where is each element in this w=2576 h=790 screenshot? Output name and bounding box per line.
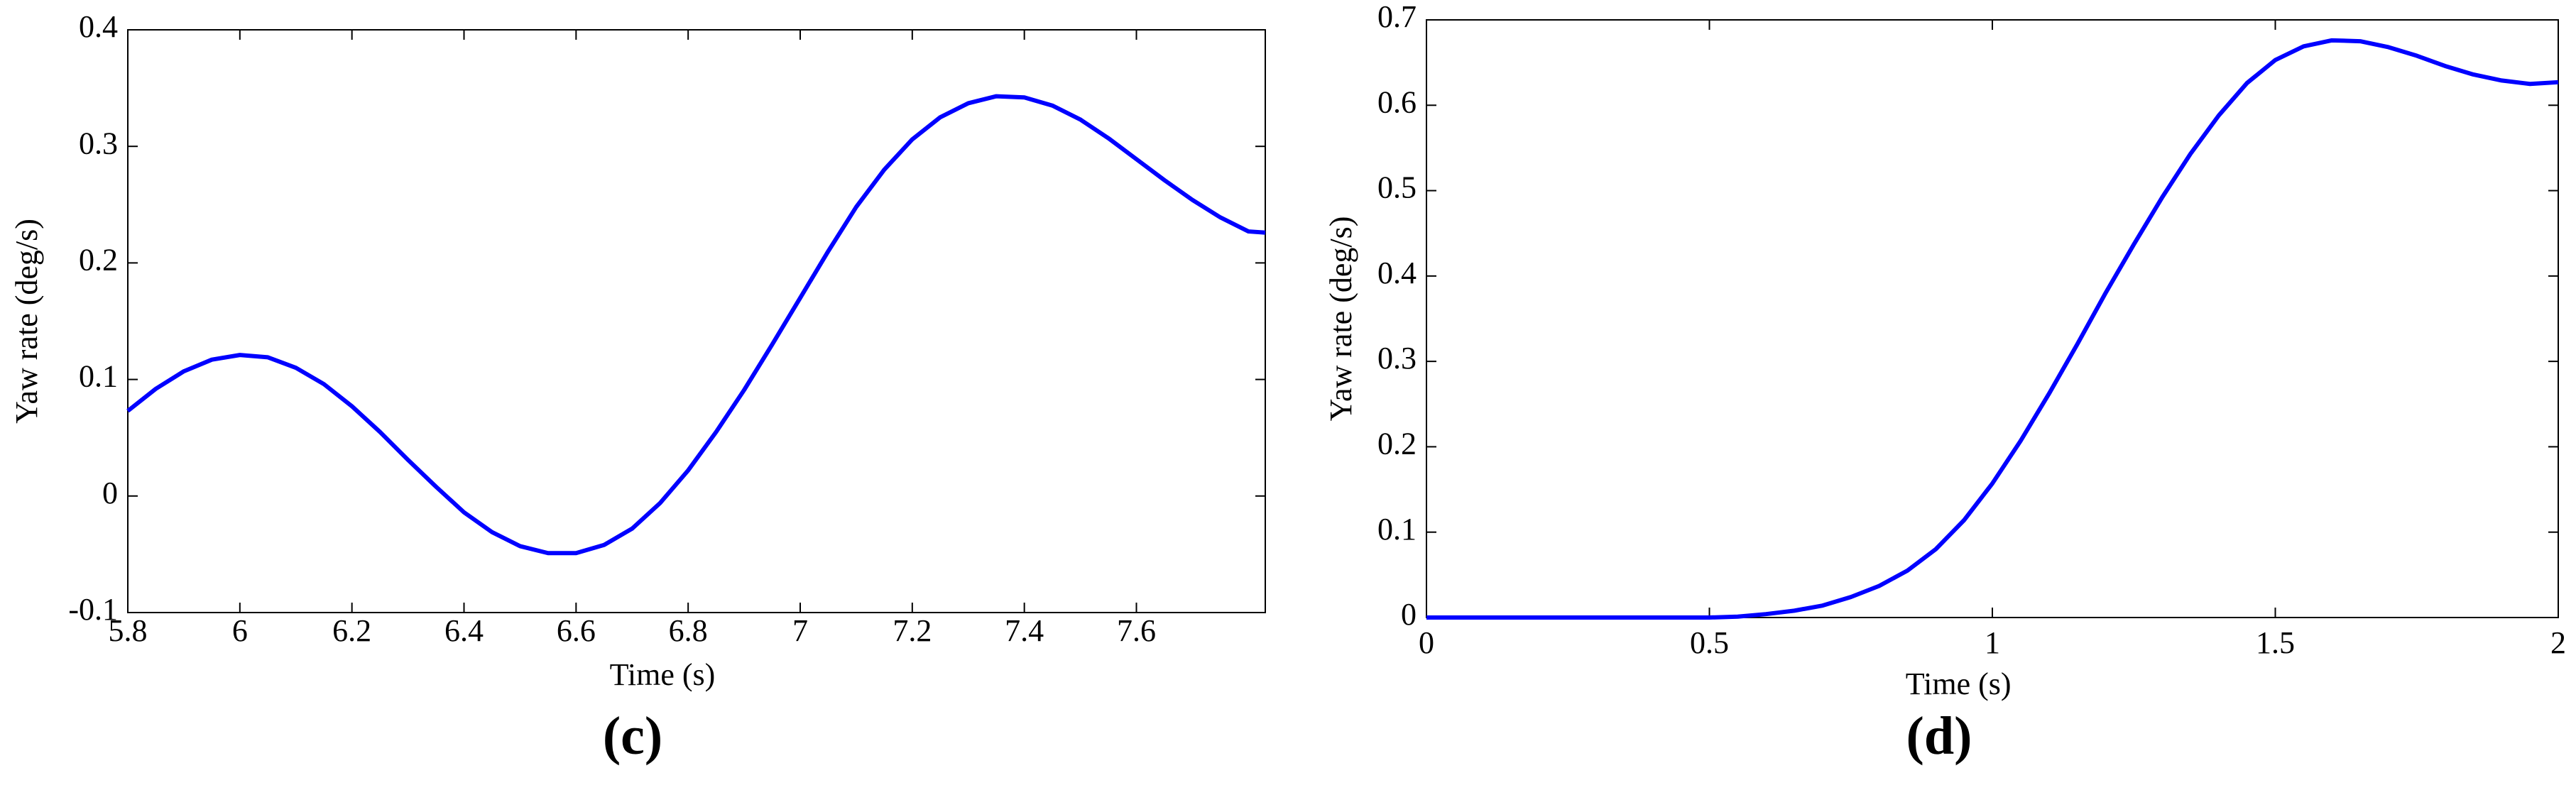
x-tick-label: 6.8 <box>669 613 708 648</box>
x-tick-label: 6.2 <box>332 613 371 648</box>
plot-frame <box>127 29 1266 613</box>
y-tick-label: 0.4 <box>1377 256 1417 290</box>
panel-label: (d) <box>1906 706 1972 766</box>
x-tick-label: 2 <box>2550 625 2566 660</box>
x-tick-label: 6.6 <box>557 613 596 648</box>
data-line <box>1426 38 2559 620</box>
x-tick-label: 0.5 <box>1690 625 1729 660</box>
y-axis-label: Yaw rate (deg/s) <box>9 219 44 424</box>
y-tick-label: 0.6 <box>1377 84 1417 119</box>
x-tick-label: 0 <box>1419 625 1434 660</box>
x-axis-label: Time (s) <box>610 657 716 692</box>
y-tick-label: 0.1 <box>79 359 118 394</box>
y-tick-label: 0.2 <box>79 242 118 277</box>
x-axis-label: Time (s) <box>1906 666 2012 701</box>
y-tick-label: 0 <box>1401 597 1417 632</box>
chart-panel: 0 0.5 1 1.5 2 0 0.1 0.2 0.3 0.4 0.5 0.6 0.7 Time (s) Y… <box>1324 0 2566 766</box>
y-tick-label: 0.5 <box>1377 170 1417 205</box>
x-tick-label: 6 <box>232 613 248 648</box>
plot-frame <box>1426 19 2559 618</box>
y-tick-label: 0 <box>102 476 118 510</box>
y-tick-label: 0.3 <box>79 126 118 160</box>
y-tick-label: 0.4 <box>79 9 118 44</box>
x-tick-label: 7.2 <box>893 613 932 648</box>
y-tick-label: 0.7 <box>1377 0 1417 34</box>
x-tick-label: 1 <box>1985 625 2000 660</box>
y-axis-label: Yaw rate (deg/s) <box>1324 216 1358 422</box>
panel-label: (c) <box>603 706 662 766</box>
chart-panel: 5.8 6 6.2 6.4 6.6 6.8 7 7.2 7.4 7.6 -0.1 0 0.1 0.2 0.3… <box>9 9 1266 766</box>
y-tick-label: 0.3 <box>1377 341 1417 375</box>
x-tick-label: 6.4 <box>444 613 484 648</box>
x-tick-label: 5.8 <box>109 613 148 648</box>
x-tick-label: 7.4 <box>1005 613 1044 648</box>
y-tick-label: -0.1 <box>68 592 118 627</box>
x-tick-label: 1.5 <box>2256 625 2295 660</box>
y-tick-label: 0.1 <box>1377 512 1417 547</box>
data-line <box>126 94 1266 556</box>
x-tick-label: 7 <box>792 613 808 648</box>
x-tick-label: 7.6 <box>1117 613 1156 648</box>
y-tick-label: 0.2 <box>1377 427 1417 461</box>
